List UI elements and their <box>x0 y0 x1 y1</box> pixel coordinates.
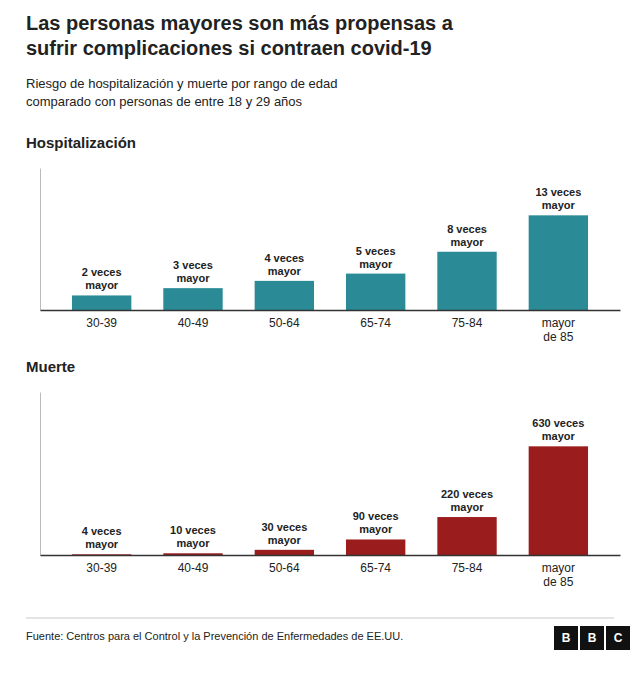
logo-letter: B <box>588 631 597 645</box>
tick: 40-49 <box>178 310 209 330</box>
bars <box>72 446 588 555</box>
bars <box>72 215 588 310</box>
tick-label: 30-39 <box>86 316 117 330</box>
bar <box>529 215 588 310</box>
axis-line <box>41 555 621 557</box>
tick: 65-74 <box>360 310 391 330</box>
tick-label: 75-84 <box>452 316 483 330</box>
data-label: 30 vecesmayor <box>261 521 307 546</box>
logo-letter: C <box>614 631 623 645</box>
bar <box>255 281 314 310</box>
bar <box>529 446 588 555</box>
tick-label: 40-49 <box>178 316 209 330</box>
tick: 50-64 <box>269 555 300 575</box>
chart-title: Hospitalización <box>26 134 136 151</box>
title: Las personas mayores son más propensas a… <box>26 12 454 59</box>
tick-label: 65-74 <box>360 316 391 330</box>
data-label: 13 vecesmayor <box>535 186 581 211</box>
x-axis: 30-39 40-49 50-64 65-74 75-84 mayorde 85 <box>41 555 621 589</box>
logo-letter: B <box>562 631 571 645</box>
data-label: 10 vecesmayor <box>170 524 216 549</box>
tick: 50-64 <box>269 310 300 330</box>
bar <box>163 288 222 310</box>
tick-label: mayorde 85 <box>542 561 575 589</box>
tick: 40-49 <box>178 555 209 575</box>
bar <box>437 517 496 555</box>
footer-rule <box>26 618 614 619</box>
tick-label: 30-39 <box>86 561 117 575</box>
logo-box <box>554 626 578 650</box>
tick: mayorde 85 <box>542 555 575 589</box>
data-label: 4 vecesmayor <box>264 252 304 277</box>
data-label: 3 vecesmayor <box>173 259 213 284</box>
bar-chart: Hospitalización 30-39 40-49 50-64 65-74 75-84… <box>26 134 621 344</box>
footer: Fuente: Centros para el Control y la Pre… <box>26 630 403 642</box>
bar <box>163 553 222 555</box>
x-axis: 30-39 40-49 50-64 65-74 75-84 mayorde 85 <box>41 310 621 344</box>
logo: BBC <box>554 626 630 650</box>
axis-line <box>41 310 621 312</box>
bar <box>255 550 314 555</box>
chart-root: Las personas mayores son más propensas a… <box>0 0 640 679</box>
tick: 75-84 <box>452 310 483 330</box>
tick: 30-39 <box>86 555 117 575</box>
data-label: 90 vecesmayor <box>353 510 399 535</box>
tick: 30-39 <box>86 310 117 330</box>
y-axis <box>40 393 41 556</box>
axis-line <box>40 393 41 556</box>
tick: 75-84 <box>452 555 483 575</box>
bar <box>346 539 405 555</box>
data-label: 4 vecesmayor <box>82 525 122 550</box>
data-label: 5 vecesmayor <box>356 245 396 270</box>
bar <box>437 252 496 310</box>
data-label: 630 vecesmayor <box>532 417 584 442</box>
tick-label: 75-84 <box>452 561 483 575</box>
logo-box <box>606 626 630 650</box>
y-axis <box>40 169 41 311</box>
tick-label: mayorde 85 <box>542 316 575 344</box>
tick-label: 40-49 <box>178 561 209 575</box>
data-label: 220 vecesmayor <box>441 488 493 513</box>
data-labels: 4 vecesmayor 10 vecesmayor 30 vecesmayor 90… <box>82 417 585 550</box>
tick: mayorde 85 <box>542 310 575 344</box>
data-label: 8 vecesmayor <box>447 223 487 248</box>
tick: 65-74 <box>360 555 391 575</box>
data-label: 2 vecesmayor <box>82 266 122 291</box>
logo-box <box>580 626 604 650</box>
bar <box>72 295 131 310</box>
bar <box>346 274 405 310</box>
tick-label: 50-64 <box>269 561 300 575</box>
data-labels: 2 vecesmayor 3 vecesmayor 4 vecesmayor 5 ve… <box>82 186 582 291</box>
chart-title: Muerte <box>26 358 75 375</box>
tick-label: 65-74 <box>360 561 391 575</box>
axis-line <box>40 169 41 311</box>
bar-chart: Muerte 30-39 40-49 50-64 65-74 75-84 mayorde 8… <box>26 358 621 589</box>
subtitle: Riesgo de hospitalización y muerte por r… <box>26 76 337 109</box>
tick-label: 50-64 <box>269 316 300 330</box>
